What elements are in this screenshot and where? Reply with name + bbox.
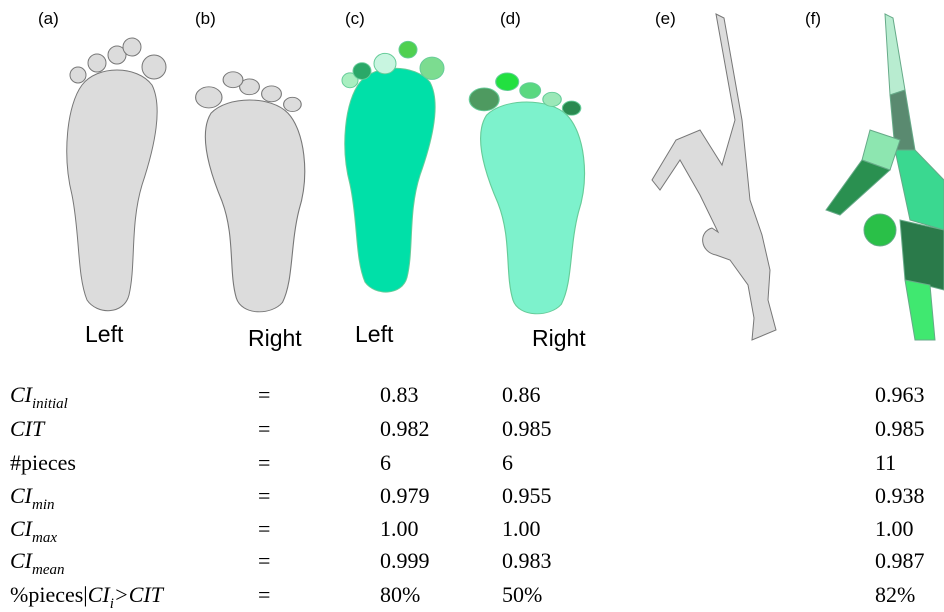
row-label: CImax — [10, 516, 57, 546]
equals: = — [258, 582, 270, 607]
value: 50% — [502, 582, 542, 607]
label-part: i — [110, 596, 114, 612]
label-part: initial — [32, 396, 68, 412]
value: 11 — [875, 450, 896, 475]
label-part: CI — [10, 516, 34, 541]
value: 0.86 — [502, 382, 541, 407]
value: 0.979 — [380, 483, 430, 508]
row-label: CIT — [10, 416, 46, 441]
value: 6 — [380, 450, 391, 475]
equals: = — [258, 416, 270, 441]
row-label: CIinitial — [10, 382, 68, 412]
equals: = — [258, 548, 270, 573]
foot-b — [195, 71, 306, 313]
caption: Left — [85, 321, 124, 347]
row-label: CImin — [10, 483, 55, 513]
label-part: #pieces — [10, 450, 76, 475]
panel-label: (f) — [805, 9, 821, 28]
value: 1.00 — [502, 516, 541, 541]
panel-label: (d) — [500, 9, 521, 28]
gymnast-f — [825, 13, 944, 341]
panel-label: (b) — [195, 9, 216, 28]
value: 0.83 — [380, 382, 419, 407]
value: 0.985 — [502, 416, 552, 441]
gymnast-e — [651, 13, 777, 341]
value: 0.963 — [875, 382, 925, 407]
foot-a — [66, 37, 167, 312]
equals: = — [258, 382, 270, 407]
row-label: #pieces — [10, 450, 76, 475]
label-part: max — [32, 530, 57, 546]
panel-label: (c) — [345, 9, 365, 28]
row-label: %pieces|CIi>CIT — [10, 582, 165, 612]
caption: Right — [248, 325, 302, 351]
value: 0.987 — [875, 548, 925, 573]
value: 0.938 — [875, 483, 925, 508]
label-part: CI — [10, 548, 34, 573]
label-part: CIT — [10, 416, 46, 441]
foot-d — [468, 72, 586, 315]
label-part: CI — [88, 582, 112, 607]
label-part: min — [32, 497, 55, 513]
value: 0.982 — [380, 416, 430, 441]
row-label: CImean — [10, 548, 65, 578]
caption: Left — [355, 321, 394, 347]
equals: = — [258, 450, 270, 475]
caption: Right — [532, 325, 586, 351]
equals: = — [258, 483, 270, 508]
label-part: CI — [10, 483, 34, 508]
label-part: %pieces| — [10, 582, 88, 607]
label-part: CI — [10, 382, 34, 407]
panel-label: (e) — [655, 9, 676, 28]
value: 0.983 — [502, 548, 552, 573]
equals: = — [258, 516, 270, 541]
value: 0.985 — [875, 416, 925, 441]
value: 0.999 — [380, 548, 430, 573]
value: 80% — [380, 582, 420, 607]
label-part: >CIT — [114, 582, 165, 607]
panel-label: (a) — [38, 9, 59, 28]
foot-c — [341, 40, 445, 293]
label-part: mean — [32, 562, 65, 578]
value: 0.955 — [502, 483, 552, 508]
value: 82% — [875, 582, 915, 607]
value: 1.00 — [380, 516, 419, 541]
value: 1.00 — [875, 516, 914, 541]
value: 6 — [502, 450, 513, 475]
